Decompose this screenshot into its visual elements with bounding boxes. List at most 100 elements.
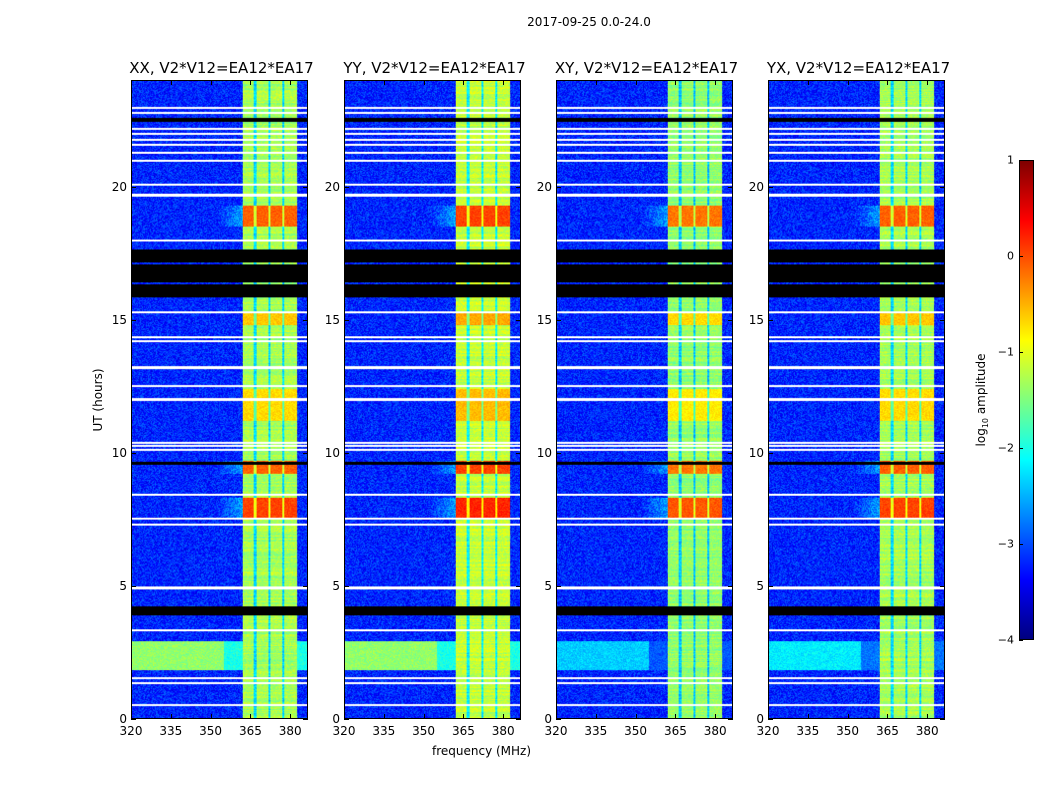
y-tick-mark [131,585,136,587]
x-tick-mark [344,80,345,85]
y-tick-mark [344,585,349,587]
y-tick-label: 20 [536,179,552,194]
y-tick-label: 20 [748,179,764,194]
x-tick-mark [131,714,132,719]
y-tick-mark [303,585,308,587]
panel-title-yx: YX, V2*V12=EA12*EA17 [766,59,951,77]
colorbar-tick-mark [1019,256,1023,257]
colorbar-tick-label: 1 [1007,153,1014,167]
y-tick-label: 5 [756,578,764,593]
x-tick-label: 335 [796,724,820,738]
x-tick-mark [807,80,809,85]
x-tick-mark [210,714,212,719]
x-tick-mark [556,714,557,719]
y-tick-label: 15 [324,312,340,327]
spectrogram-panel-xx [131,80,308,719]
x-tick-label: 380 [915,724,939,738]
y-tick-mark [768,452,773,454]
spectrogram-panel-yx [768,80,945,719]
y-tick-label: 5 [119,578,127,593]
y-tick-mark [344,452,349,454]
x-tick-label: 320 [756,724,780,738]
x-tick-label: 380 [703,724,727,738]
y-tick-mark [768,585,773,587]
y-tick-mark [728,186,733,188]
x-tick-mark [847,80,849,85]
x-tick-mark [250,714,252,719]
y-tick-mark [940,186,945,188]
y-tick-mark [728,719,733,720]
x-tick-mark [503,80,505,85]
colorbar-tick-mark [1019,352,1023,353]
x-tick-mark [556,80,557,85]
x-tick-mark [675,714,677,719]
x-tick-mark [635,714,637,719]
y-tick-mark [303,719,308,720]
colorbar-label: log10 amplitude [974,354,990,447]
spectrogram-image-xy [557,81,732,718]
spectrogram-image-xx [132,81,307,718]
colorbar-tick-mark [1019,544,1023,545]
x-tick-mark [768,80,769,85]
y-tick-label: 20 [111,179,127,194]
y-tick-label: 0 [119,712,127,726]
y-tick-mark [728,452,733,454]
x-tick-label: 350 [199,724,223,738]
y-tick-mark [556,186,561,188]
x-tick-label: 335 [372,724,396,738]
x-tick-mark [595,80,597,85]
y-tick-mark [556,319,561,321]
y-tick-mark [516,585,521,587]
x-tick-mark [463,714,465,719]
x-tick-label: 320 [544,724,568,738]
spectrogram-panel-yy [344,80,521,719]
y-tick-mark [728,585,733,587]
x-tick-mark [927,80,929,85]
x-tick-mark [383,80,385,85]
y-tick-label: 15 [111,312,127,327]
x-tick-label: 365 [451,724,475,738]
x-tick-mark [635,80,637,85]
y-tick-mark [303,319,308,321]
y-tick-mark [131,452,136,454]
x-tick-label: 320 [119,724,143,738]
x-tick-label: 335 [584,724,608,738]
x-tick-label: 350 [836,724,860,738]
x-tick-mark [675,80,677,85]
x-tick-mark [887,80,889,85]
colorbar-label-main: log [973,428,988,447]
colorbar-tick-label: −3 [997,537,1014,551]
spectrogram-panel-xy [556,80,733,719]
x-tick-mark [290,80,292,85]
y-tick-mark [344,719,349,720]
x-tick-mark [170,80,172,85]
x-tick-label: 380 [278,724,302,738]
y-tick-mark [940,719,945,720]
x-tick-label: 365 [663,724,687,738]
colorbar-tick-label: −2 [997,441,1014,455]
y-tick-mark [516,186,521,188]
panel-title-xy: XY, V2*V12=EA12*EA17 [554,59,739,77]
y-tick-mark [131,719,136,720]
panel-title-xx: XX, V2*V12=EA12*EA17 [129,59,314,77]
x-tick-label: 320 [332,724,356,738]
colorbar-tick-mark [1019,448,1023,449]
x-tick-mark [768,714,769,719]
y-tick-mark [556,585,561,587]
colorbar-tick-mark [1019,160,1023,161]
y-tick-label: 20 [324,179,340,194]
y-tick-label: 0 [544,712,552,726]
x-tick-label: 365 [238,724,262,738]
y-axis-label: UT (hours) [91,368,105,432]
y-tick-label: 15 [536,312,552,327]
y-tick-label: 5 [332,578,340,593]
colorbar-tick-label: 0 [1007,249,1014,263]
x-tick-label: 350 [412,724,436,738]
y-tick-mark [768,319,773,321]
x-tick-mark [595,714,597,719]
y-tick-label: 10 [111,445,127,460]
x-tick-mark [503,714,505,719]
y-tick-mark [768,719,773,720]
y-tick-label: 0 [332,712,340,726]
